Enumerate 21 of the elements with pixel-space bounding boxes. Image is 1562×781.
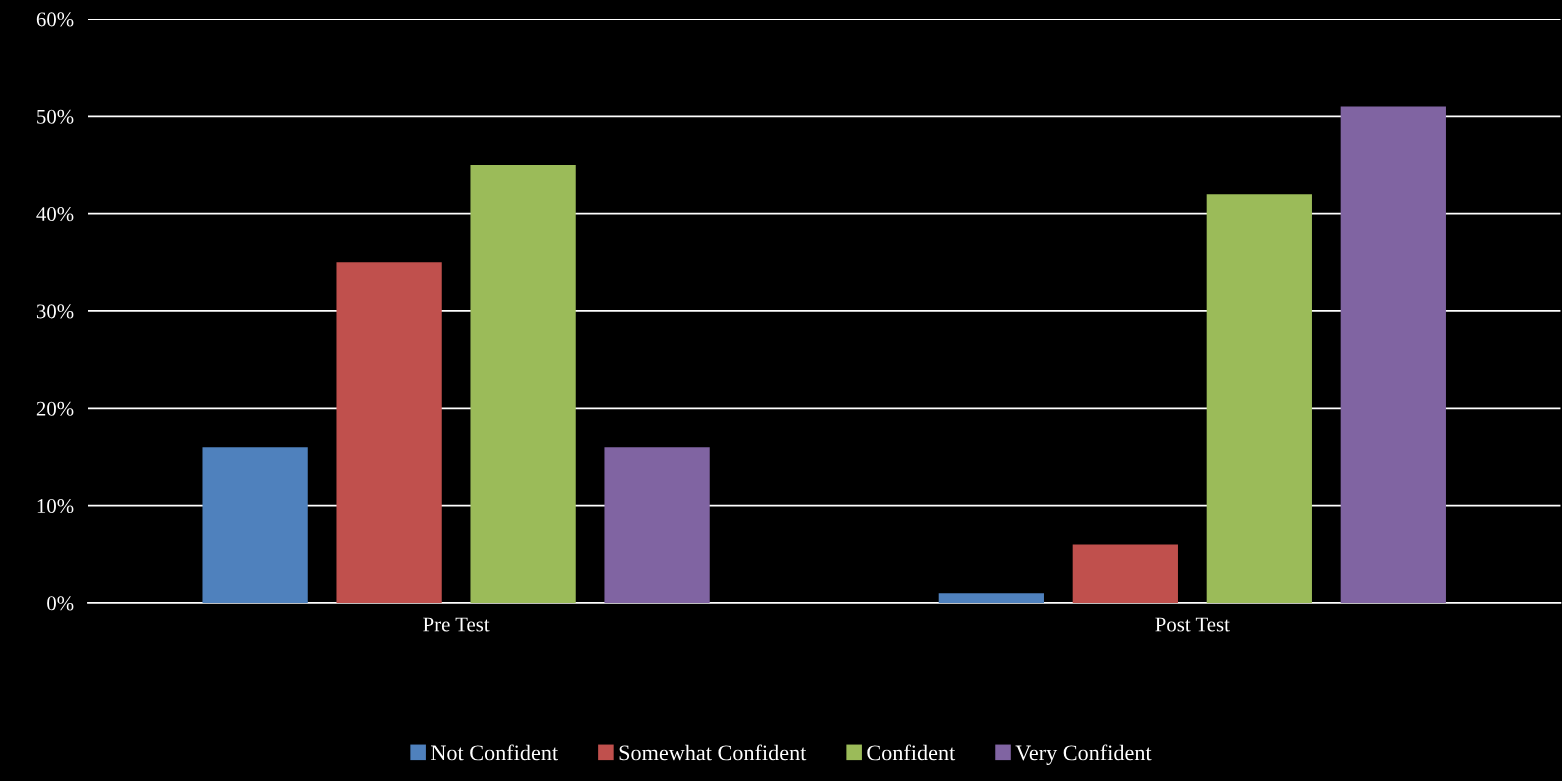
- bar: [938, 593, 1044, 603]
- legend-label: Very Confident: [1015, 744, 1152, 765]
- legend-label: Somewhat Confident: [619, 744, 807, 761]
- bar: [470, 164, 576, 603]
- y-tick-label: 10%: [37, 498, 74, 514]
- bar: [202, 447, 308, 603]
- bar: [1206, 194, 1312, 603]
- legend-label: Not Confident: [431, 744, 558, 761]
- y-tick-label: 50%: [37, 109, 74, 124]
- bar: [1340, 106, 1446, 603]
- y-tick-label: 60%: [36, 12, 74, 27]
- y-tick-label: 20%: [36, 401, 74, 416]
- bar: [1072, 544, 1178, 603]
- y-tick-label: 30%: [36, 304, 74, 319]
- legend-label: Confident: [867, 744, 956, 761]
- y-tick-label: 0%: [47, 596, 74, 611]
- y-tick-label: 40%: [36, 207, 74, 222]
- x-tick-label: Pre Test: [423, 617, 490, 632]
- bar: [336, 262, 442, 603]
- x-tick-label: Post Test: [1155, 617, 1230, 632]
- bar: [604, 447, 710, 603]
